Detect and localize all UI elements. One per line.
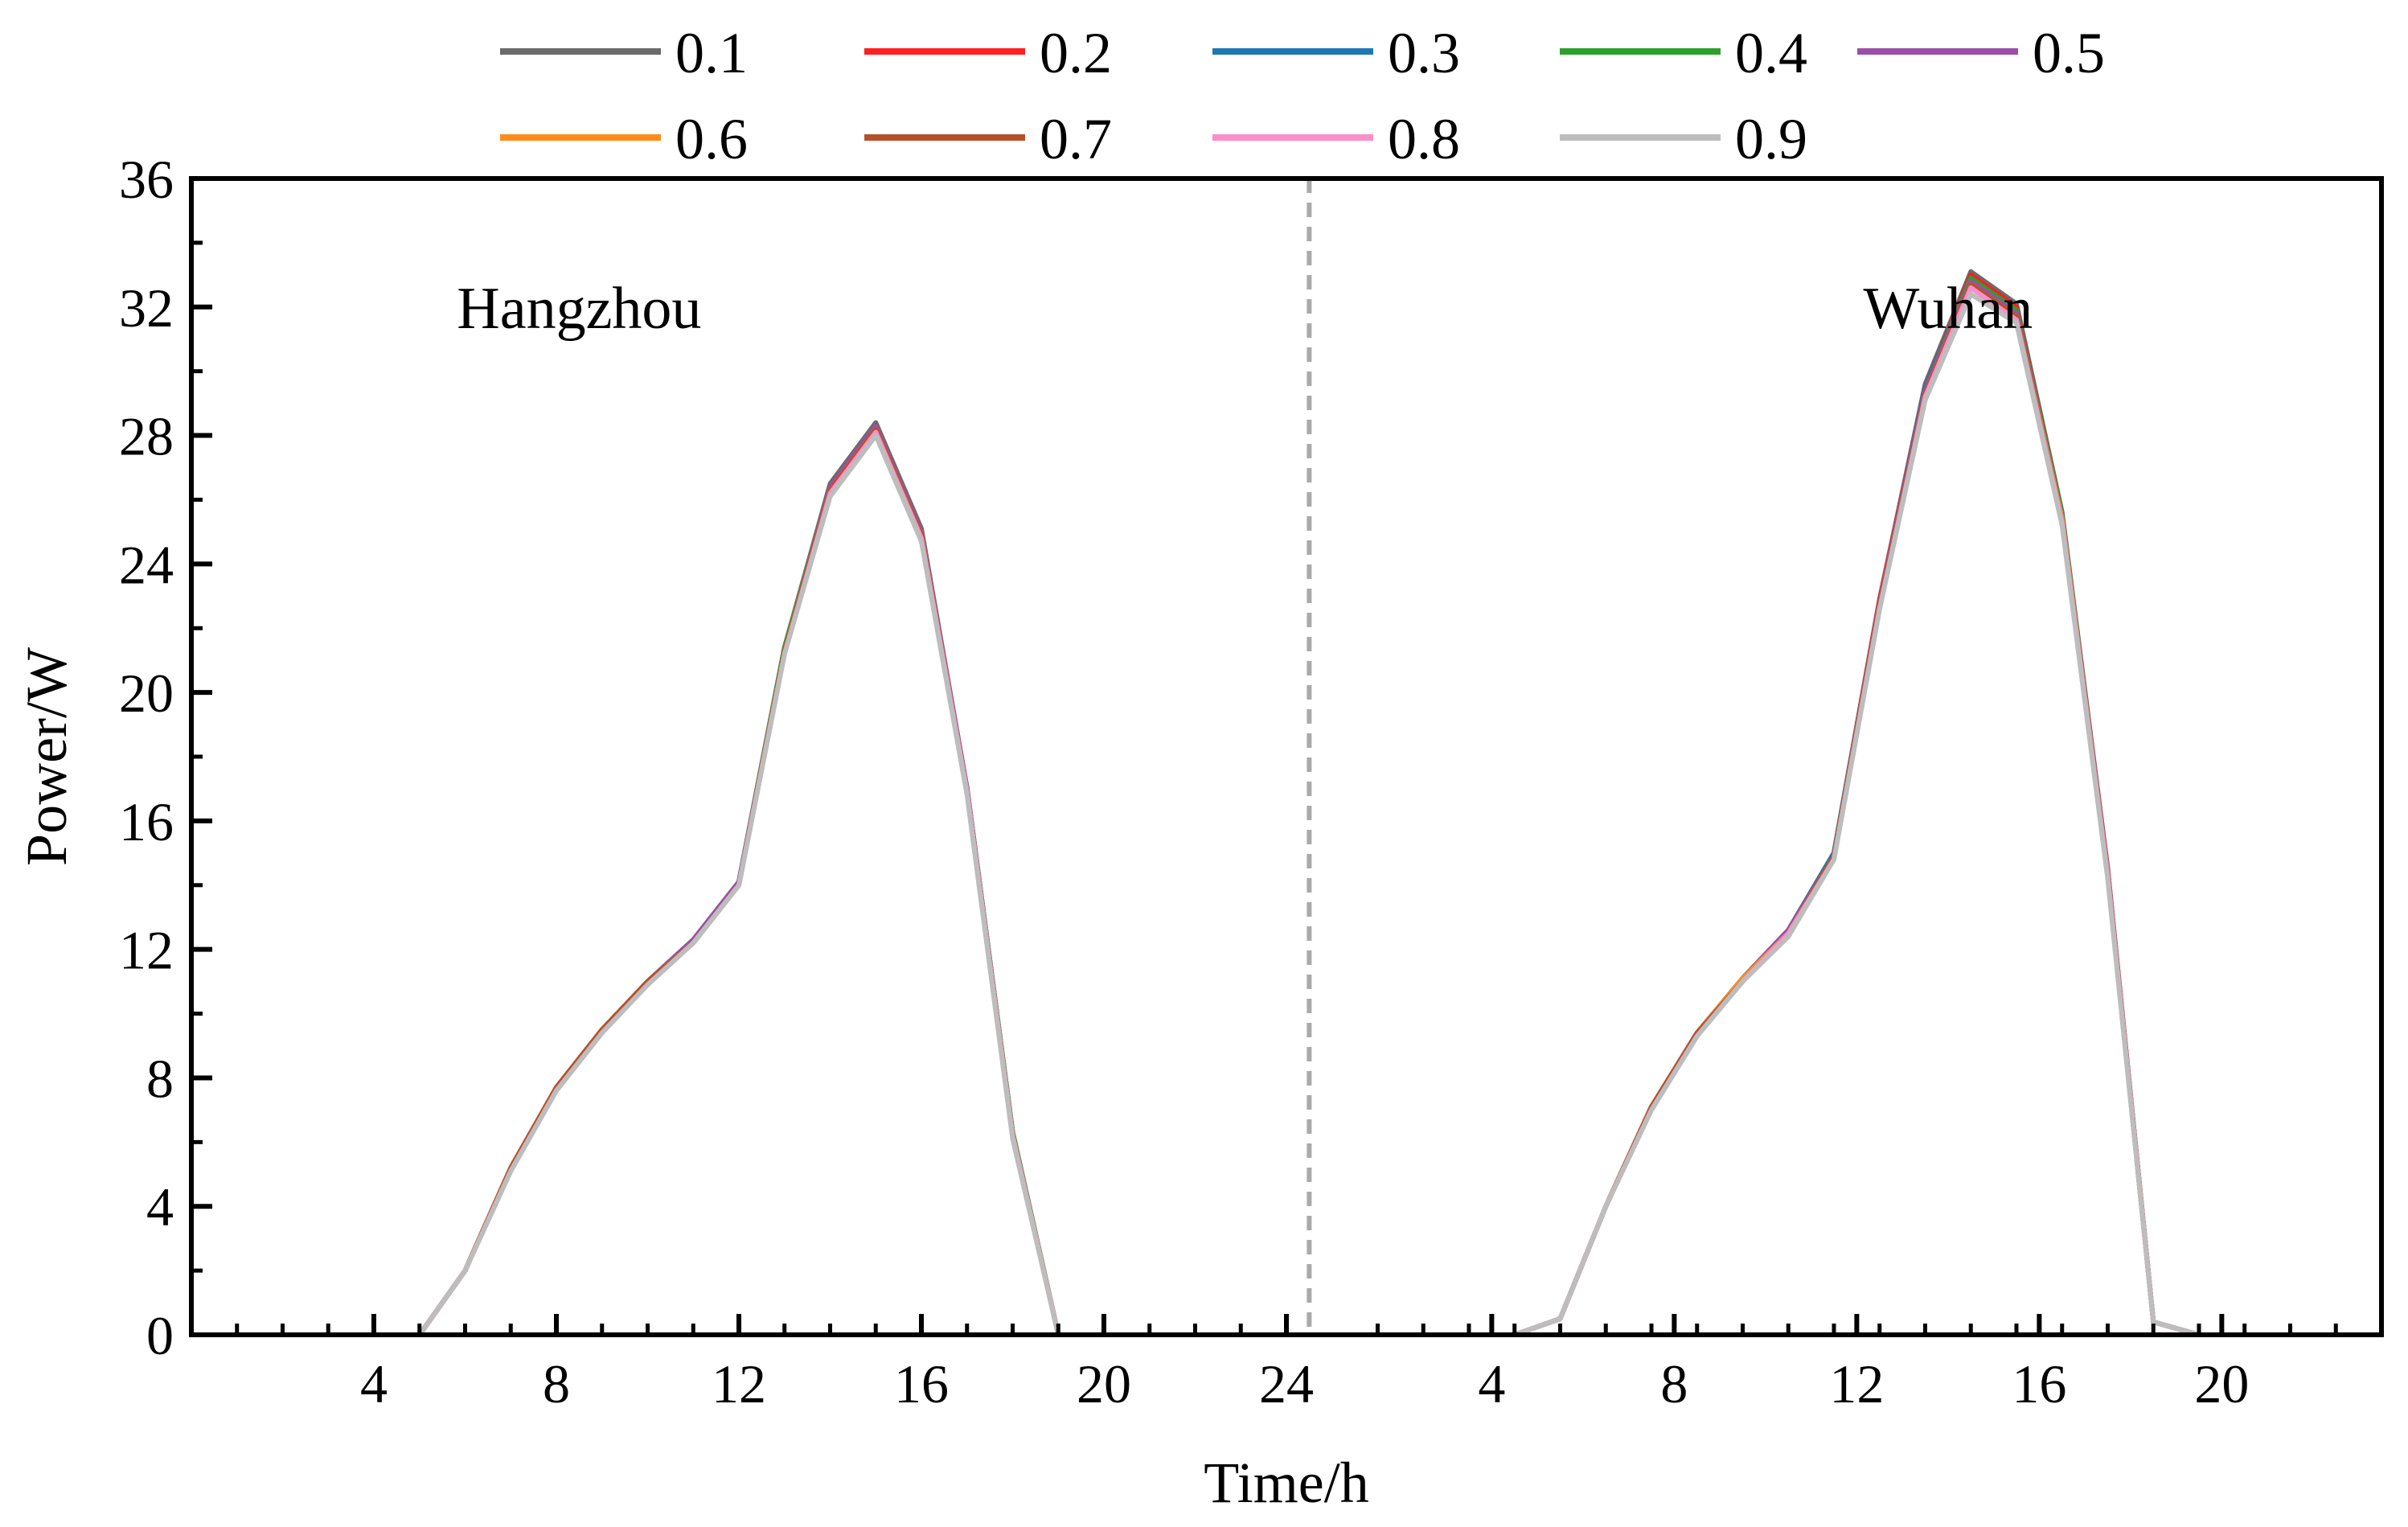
x-axis-title: Time/h (1204, 1451, 1368, 1515)
x-tick-label: 8 (543, 1353, 570, 1414)
series-line-hangzhou-0.4 (234, 423, 1289, 1337)
x-tick-label: 16 (894, 1353, 949, 1414)
y-tick-label: 16 (119, 791, 174, 852)
legend-label-0.1: 0.1 (675, 21, 748, 85)
series-line-hangzhou-0.8 (234, 429, 1289, 1337)
x-tick-label: 4 (1478, 1353, 1505, 1414)
x-tick-label: 8 (1660, 1353, 1688, 1414)
series-line-wuhan-0.4 (1329, 275, 2384, 1337)
legend-label-0.4: 0.4 (1735, 21, 1807, 85)
legend-label-0.7: 0.7 (1040, 107, 1112, 171)
panel-label-wuhan: Wuhan (1864, 276, 2033, 342)
y-axis-title: Power/W (14, 647, 79, 866)
series-line-hangzhou-0.1 (234, 420, 1289, 1337)
y-tick-label: 28 (119, 406, 174, 467)
y-tick-label: 12 (119, 920, 174, 981)
plot-area (189, 176, 2384, 1337)
y-tick-label: 32 (119, 277, 174, 339)
legend-label-0.9: 0.9 (1735, 107, 1807, 171)
series-line-hangzhou-0.9 (234, 433, 1289, 1337)
x-tick-label: 16 (2012, 1353, 2066, 1414)
x-tick-label: 20 (1077, 1353, 1131, 1414)
series-line-wuhan-0.7 (1329, 281, 2384, 1337)
y-tick-label: 20 (119, 663, 174, 724)
panel-label-hangzhou: Hangzhou (457, 276, 701, 342)
series-line-hangzhou-0.3 (234, 423, 1289, 1337)
y-axis: 0 4 8 12 16 20 24 28 32 36 (119, 149, 212, 1366)
plot-frame (189, 176, 2384, 1337)
series-line-hangzhou-0.2 (234, 423, 1289, 1337)
series-line-wuhan-0.3 (1329, 275, 2384, 1337)
x-tick-label: 20 (2194, 1353, 2249, 1414)
series-line-wuhan-0.5 (1329, 278, 2384, 1337)
legend-label-0.5: 0.5 (2033, 21, 2105, 85)
legend: 0.1 0.2 0.3 0.4 0.5 0.6 0.7 0.8 0.9 (500, 21, 2105, 171)
series-line-wuhan-0.2 (1329, 272, 2384, 1337)
legend-label-0.6: 0.6 (675, 107, 748, 171)
x-tick-label: 4 (360, 1353, 388, 1414)
legend-label-0.8: 0.8 (1388, 107, 1460, 171)
x-tick-label: 24 (1259, 1353, 1314, 1414)
y-tick-label: 0 (146, 1305, 174, 1366)
legend-label-0.2: 0.2 (1040, 21, 1112, 85)
y-tick-label: 36 (119, 149, 174, 210)
series-line-wuhan-0.9 (1329, 291, 2384, 1337)
series-line-hangzhou-0.7 (234, 426, 1289, 1337)
series-line-hangzhou-0.5 (234, 423, 1289, 1337)
y-tick-label: 4 (146, 1176, 174, 1238)
legend-label-0.3: 0.3 (1388, 21, 1460, 85)
y-tick-label: 24 (119, 534, 174, 595)
series-line-wuhan-0.8 (1329, 285, 2384, 1337)
x-axis: 4 8 12 16 20 24 4 8 12 16 20 (235, 1314, 2338, 1414)
series-line-hangzhou-0.6 (234, 426, 1289, 1337)
x-tick-label: 12 (712, 1353, 766, 1414)
series-line-wuhan-0.1 (1329, 269, 2384, 1337)
y-tick-label: 8 (146, 1048, 174, 1109)
series-line-wuhan-0.6 (1329, 281, 2384, 1337)
x-tick-label: 12 (1829, 1353, 1884, 1414)
